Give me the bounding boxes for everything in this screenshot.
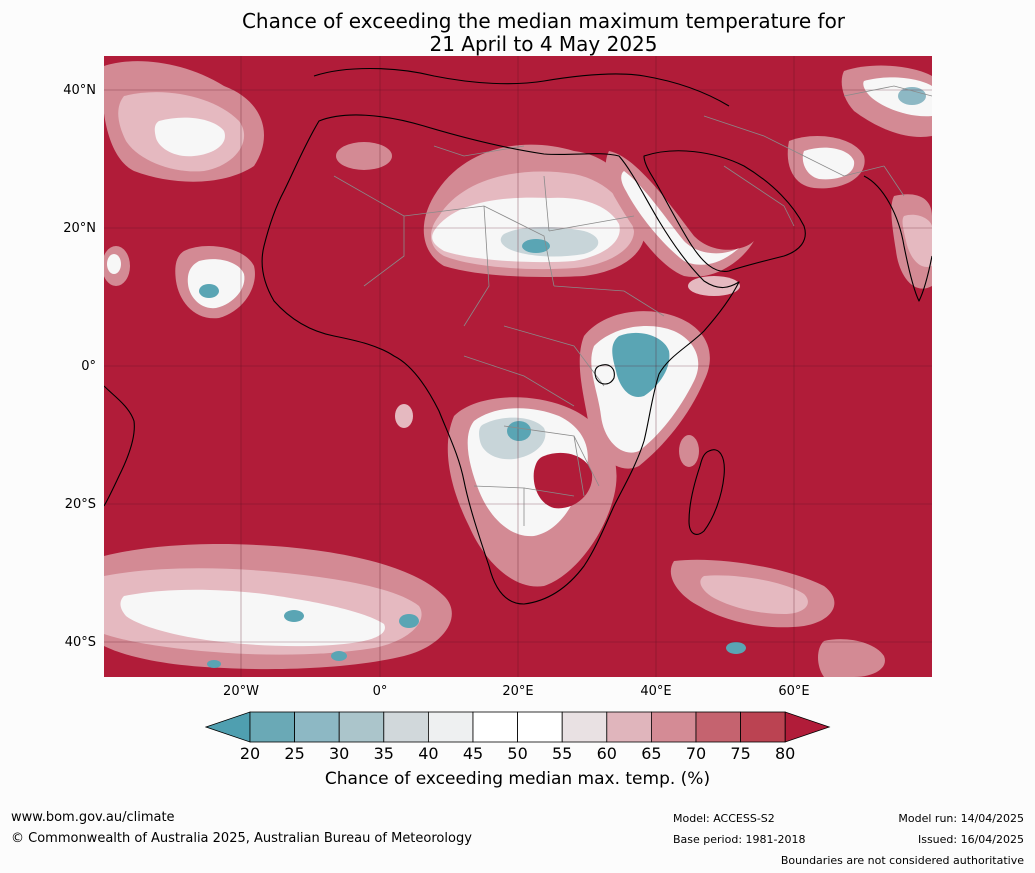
colorbar-tick-label: 30	[329, 744, 350, 763]
colorbar-tick-label: 25	[284, 744, 305, 763]
colorbar-tick-label: 80	[775, 744, 796, 763]
lon-label-20e: 20°E	[502, 684, 534, 699]
colorbar-min-arrow	[204, 711, 251, 743]
forecast-map	[104, 56, 932, 677]
colorbar-segment	[517, 711, 563, 743]
central-asia-teal-spot	[898, 87, 926, 105]
colorbar-segment	[249, 711, 295, 743]
graticule	[104, 56, 932, 677]
india-coastline	[863, 175, 932, 302]
southern-ocean-zone-west-white	[120, 589, 385, 647]
model-run-text: Model run: 14/04/2025	[898, 812, 1024, 825]
lat-label-40s: 40°S	[64, 635, 96, 650]
colorbar-segment	[695, 711, 741, 743]
southern-ocean-teal-spot-4	[207, 660, 221, 668]
red-sea-zone-outer	[605, 151, 754, 277]
lat-label-20s: 20°S	[64, 497, 96, 512]
southern-ocean-teal-spot-2	[399, 614, 419, 628]
colorbar-tick-label: 75	[730, 744, 751, 763]
colorbar-tick-label: 70	[685, 744, 707, 763]
colorbar-tick-label: 65	[641, 744, 662, 763]
colorbar-tick-label: 35	[373, 744, 394, 763]
lon-label-20w: 20°W	[223, 684, 259, 699]
colorbar-segment	[338, 711, 385, 743]
disclaimer-text: Boundaries are not considered authoritat…	[780, 854, 1024, 867]
lat-label-40n: 40°N	[63, 83, 96, 98]
colorbar-tick-label: 45	[462, 744, 484, 763]
west-africa-teal-spot	[199, 284, 219, 298]
africa-coastline	[261, 114, 740, 605]
colorbar-tick-label: 50	[507, 744, 528, 763]
arabia-coastline	[643, 150, 806, 272]
east-africa-teal-zone	[612, 332, 670, 397]
kalahari-red-core	[533, 452, 593, 509]
colorbar-segment	[472, 711, 518, 743]
colorbar-tick-label: 60	[596, 744, 617, 763]
colorbar	[204, 711, 831, 747]
central-asia-zone-white	[863, 77, 932, 117]
nw-atlantic-zone-white	[154, 117, 225, 157]
colorbar-segment	[606, 711, 652, 743]
speckle-central-africa	[395, 404, 413, 428]
speckle-madagascar-sea	[679, 435, 699, 467]
title-line-1: Chance of exceeding the median maximum t…	[241, 9, 846, 33]
southern-ocean-zone-east-white	[700, 575, 808, 614]
colorbar-segment	[427, 711, 474, 743]
lon-label-40e: 40°E	[640, 684, 672, 699]
title-line-2: 21 April to 4 May 2025	[429, 32, 658, 56]
southern-ocean-zone-east-scatter	[818, 639, 885, 677]
colorbar-tick-label: 40	[418, 744, 439, 763]
lat-label-20n: 20°N	[63, 221, 96, 236]
base-period-text: Base period: 1981-2018	[673, 833, 806, 846]
southern-africa-teal-spot	[507, 421, 531, 441]
colorbar-segment	[294, 711, 340, 743]
colorbar-tick-label: 55	[552, 744, 573, 763]
south-america-coastline	[104, 385, 135, 507]
lat-label-0: 0°	[81, 359, 96, 374]
colorbar-tick-label: 20	[239, 744, 261, 763]
copyright-text: © Commonwealth of Australia 2025, Austra…	[11, 831, 472, 846]
colorbar-max-arrow	[784, 711, 831, 743]
issued-text: Issued: 16/04/2025	[917, 833, 1024, 846]
iran-zone-white	[802, 147, 855, 180]
madagascar-coastline	[688, 449, 725, 535]
colorbar-segment	[740, 711, 786, 743]
red-sea-zone-inner	[621, 171, 739, 265]
speckle-west-ocean-white	[107, 254, 121, 274]
southern-ocean-east-teal-spot	[726, 642, 746, 654]
southern-ocean-teal-spot-1	[284, 610, 304, 622]
colorbar-segment	[383, 711, 429, 743]
lon-label-60e: 60°E	[778, 684, 810, 699]
sahara-teal-spot	[522, 239, 550, 253]
country-borders	[333, 85, 932, 526]
speckle-mediterranean	[336, 142, 392, 170]
colorbar-segment	[561, 711, 608, 743]
model-text: Model: ACCESS-S2	[673, 812, 775, 825]
lon-label-0: 0°	[372, 684, 388, 699]
colorbar-label: Chance of exceeding median max. temp. (%…	[324, 769, 711, 789]
coastlines	[104, 67, 932, 605]
website-text: www.bom.gov.au/climate	[11, 810, 175, 825]
lake-victoria	[594, 364, 615, 385]
colorbar-segment	[650, 711, 697, 743]
europe-coastline	[313, 67, 730, 107]
southern-ocean-teal-spot-3	[331, 651, 347, 661]
map-title: Chance of exceeding the median maximum t…	[0, 10, 1035, 56]
